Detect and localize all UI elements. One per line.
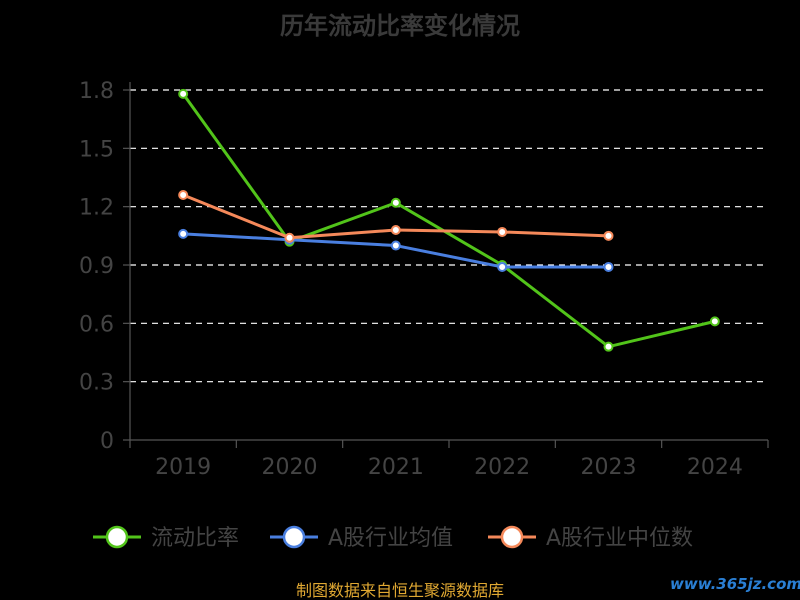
x-tick-label: 2021 — [368, 455, 424, 480]
y-tick-label: 1.8 — [79, 79, 114, 104]
data-point — [390, 240, 401, 251]
data-point — [603, 230, 614, 241]
y-tick-label: 0.3 — [79, 371, 114, 396]
y-tick-label: 1.5 — [79, 137, 114, 162]
data-point — [603, 261, 614, 272]
data-point — [284, 232, 295, 243]
legend-item-2: A股行业均值 — [270, 525, 453, 551]
series-line — [181, 93, 716, 349]
series-1 — [178, 88, 720, 352]
y-tick-label: 0 — [100, 429, 114, 454]
data-point — [390, 197, 401, 208]
legend-swatch-marker — [105, 525, 129, 549]
legend-item-3: A股行业中位数 — [488, 525, 693, 551]
data-point — [178, 190, 189, 200]
data-point — [497, 226, 508, 237]
legend-swatch-marker — [282, 525, 306, 549]
data-point — [603, 341, 614, 352]
series-3 — [178, 190, 614, 243]
series-layer — [178, 88, 720, 352]
source-note: 制图数据来自恒生聚源数据库 — [296, 581, 504, 600]
y-tick-label: 0.9 — [79, 254, 114, 279]
x-tick-label: 2024 — [687, 455, 743, 480]
data-point — [178, 88, 189, 99]
legend-label: A股行业中位数 — [546, 526, 693, 551]
data-point — [709, 316, 720, 327]
grid-layer — [130, 89, 768, 383]
y-tick-label: 1.2 — [79, 196, 114, 221]
data-point — [497, 261, 508, 272]
y-tick-label: 0.6 — [79, 312, 114, 337]
axis-layer: 0 0.3 0.6 0.9 1.2 1.5 1.8 2019 2020 2021 2022 2023 2… — [79, 79, 769, 480]
legend-label: 流动比率 — [151, 526, 239, 551]
x-tick-label: 2020 — [262, 455, 318, 480]
x-tick-label: 2022 — [474, 455, 530, 480]
x-tick-label: 2023 — [581, 455, 637, 480]
legend-label: A股行业均值 — [328, 526, 453, 551]
data-point — [390, 225, 401, 235]
legend-item-1: 流动比率 — [93, 525, 239, 551]
watermark: www.365jz.com — [670, 575, 800, 593]
data-point — [178, 228, 189, 239]
legend: 流动比率 A股行业均值 A股行业中位数 — [93, 525, 693, 551]
chart-title: 历年流动比率变化情况 — [280, 12, 520, 40]
legend-swatch-marker — [500, 525, 524, 549]
x-tick-label: 2019 — [155, 455, 211, 480]
